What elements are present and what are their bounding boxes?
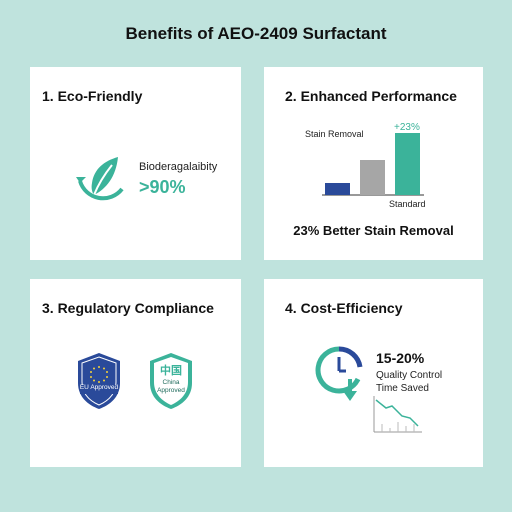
china-shield-icon [150, 353, 192, 409]
china-badge-line1: China [162, 379, 180, 386]
biodegradability-value: >90% [139, 177, 186, 197]
qc-line1: Quality Control [376, 370, 443, 381]
compliance-card-title: 3. Regulatory Compliance [42, 300, 214, 316]
stain-removal-chart [322, 133, 424, 196]
eu-approved-label: EU Approved [79, 384, 119, 391]
performance-summary: 23% Better Stain Removal [293, 223, 454, 238]
china-approved-label: China Approved [148, 379, 194, 395]
china-characters: 中国 [160, 365, 182, 377]
clock-down-arrow-icon [315, 346, 363, 401]
china-badge-line2: Approved [157, 387, 185, 394]
eco-friendly-card: 1. Eco-Friendly Bioderagalaibity >90% [30, 67, 241, 260]
compliance-card: 3. Regulatory Compliance EU Approved 中国 … [30, 279, 241, 467]
eco-card-title: 1. Eco-Friendly [42, 88, 143, 104]
bar-3 [395, 133, 420, 195]
qc-line2: Time Saved [376, 383, 429, 394]
performance-card: 2. Enhanced Performance Stain Removal +2… [264, 67, 483, 260]
performance-card-title: 2. Enhanced Performance [285, 88, 457, 104]
cost-card-title: 4. Cost-Efficiency [285, 300, 403, 316]
chart-label: Stain Removal [305, 129, 364, 139]
time-saved-value: 15-20% [376, 350, 425, 366]
cost-efficiency-card: 4. Cost-Efficiency 15-20% Quality Contro… [264, 279, 483, 467]
bar-2 [360, 160, 385, 195]
declining-chart-icon [373, 396, 422, 433]
eu-shield-icon [78, 353, 120, 409]
page-title: Benefits of AEO-2409 Surfactant [125, 24, 387, 43]
biodegradability-label: Bioderagalaibity [139, 161, 218, 173]
standard-label: Standard [389, 199, 426, 209]
recycle-leaf-icon [76, 157, 124, 201]
time-saved-label: Quality Control Time Saved [376, 369, 466, 395]
bar-1 [325, 183, 350, 195]
increase-label: +23% [394, 122, 420, 133]
